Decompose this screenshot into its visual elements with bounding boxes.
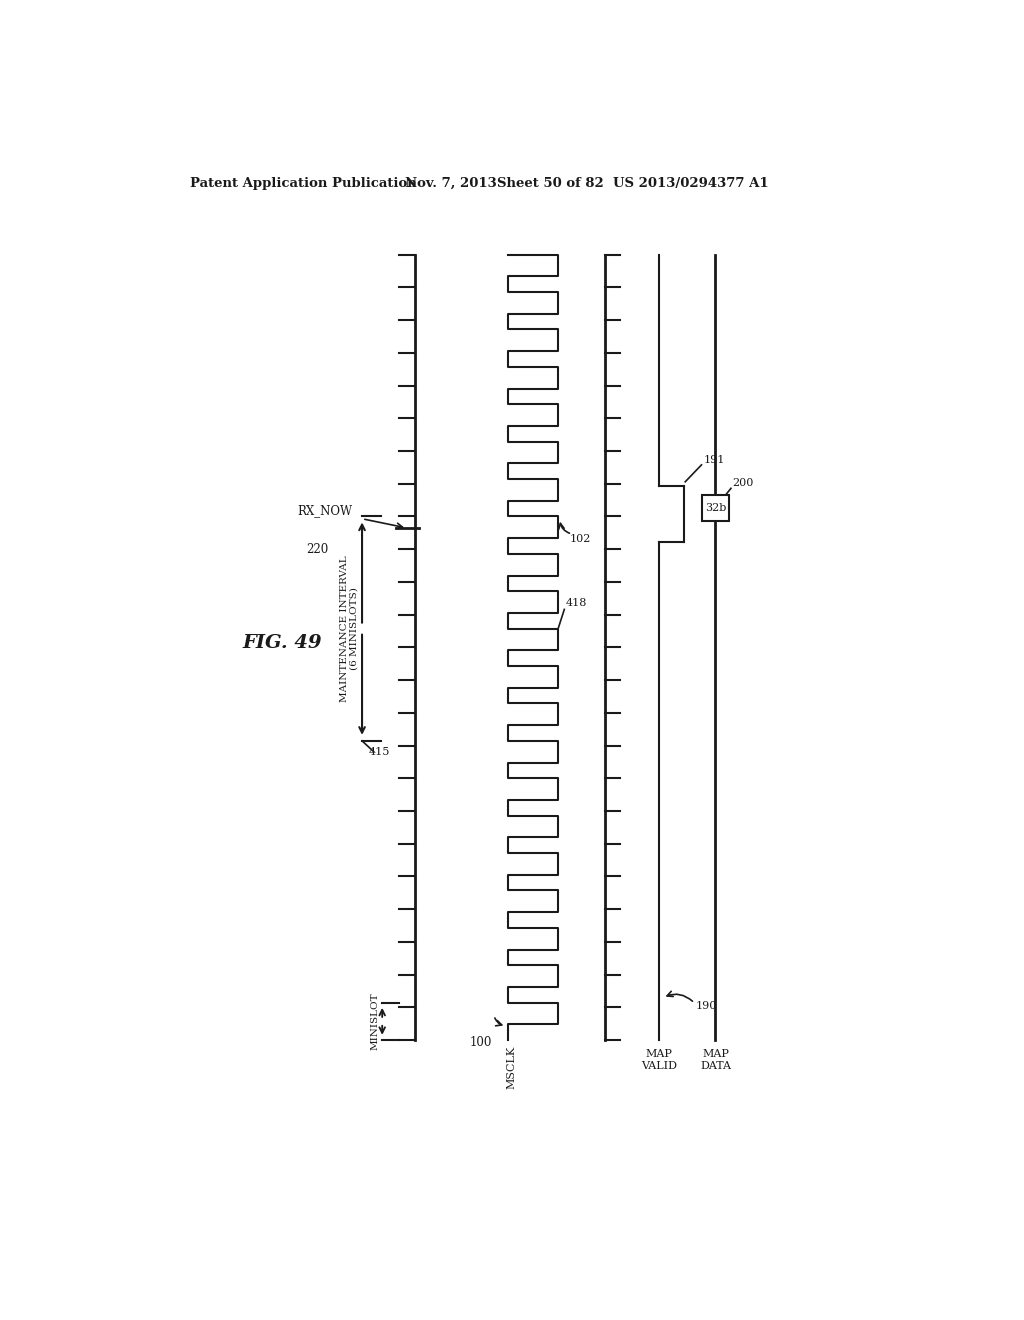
- Text: Sheet 50 of 82: Sheet 50 of 82: [497, 177, 604, 190]
- Text: 100: 100: [470, 1036, 493, 1049]
- Text: RX_NOW: RX_NOW: [297, 504, 352, 517]
- Text: MAP
DATA: MAP DATA: [700, 1049, 731, 1071]
- Text: US 2013/0294377 A1: US 2013/0294377 A1: [613, 177, 769, 190]
- Text: 415: 415: [369, 747, 389, 756]
- Text: 190: 190: [696, 1002, 718, 1011]
- Text: 200: 200: [732, 478, 754, 488]
- Text: MSCLK: MSCLK: [507, 1047, 517, 1089]
- Text: 191: 191: [703, 454, 725, 465]
- Text: MAINTENANCE INTERVAL
(6 MINISLOTS): MAINTENANCE INTERVAL (6 MINISLOTS): [340, 556, 359, 702]
- Text: 220: 220: [306, 544, 329, 557]
- Text: 102: 102: [569, 533, 591, 544]
- Text: Nov. 7, 2013: Nov. 7, 2013: [406, 177, 498, 190]
- Text: MINISLOT: MINISLOT: [370, 993, 379, 1051]
- Text: Patent Application Publication: Patent Application Publication: [190, 177, 417, 190]
- Text: MAP
VALID: MAP VALID: [641, 1049, 677, 1071]
- Text: 32b: 32b: [705, 503, 726, 512]
- Text: FIG. 49: FIG. 49: [243, 635, 323, 652]
- Bar: [701, 495, 729, 520]
- Text: 418: 418: [566, 598, 587, 607]
